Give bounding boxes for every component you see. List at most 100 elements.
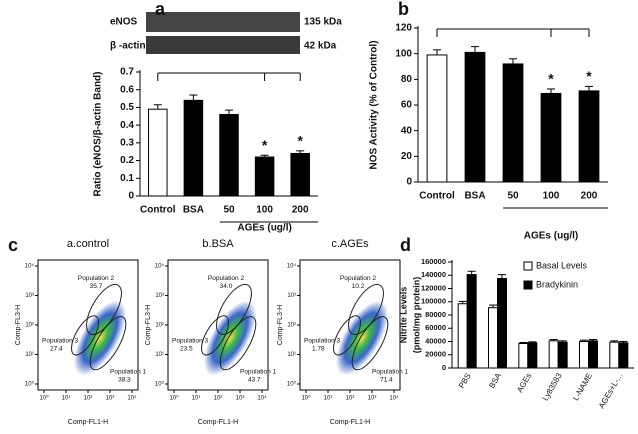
gate-percent: 38.3 (118, 377, 131, 384)
y-tick-label: 0.5 (120, 102, 134, 113)
x-tick-label: 200 (581, 191, 598, 202)
bar (219, 114, 239, 197)
gate-percent: 27.4 (50, 345, 63, 352)
x-tick-label: BSA (183, 205, 204, 216)
y-tick-label: 20000 (425, 350, 446, 359)
x-tick-label: 10⁴ (389, 395, 399, 402)
gate-name: Population 3 (304, 337, 341, 344)
gate (219, 316, 257, 371)
x-axis-label: Comp-FL1-H (198, 419, 238, 426)
bar (254, 156, 275, 197)
bar (579, 341, 589, 369)
bar (588, 340, 598, 369)
y-tick-label: 140000 (421, 270, 446, 279)
y-tick-label: 10¹ (155, 352, 164, 358)
plot-title: b.BSA (202, 238, 234, 250)
bar (609, 341, 620, 369)
y-tick-label: 60 (401, 100, 413, 111)
bar (618, 342, 629, 369)
x-tick-label: 10⁰ (169, 395, 179, 402)
y-tick-label: 10⁰ (287, 381, 297, 388)
y-tick-label: 10⁴ (287, 263, 297, 270)
blot-label: β -actin (110, 41, 146, 52)
y-axis-label: NOS Activity (% of Control) (369, 40, 380, 169)
y-axis-label: Nitrite Levels (398, 287, 408, 344)
y-tick-label: 0.7 (120, 67, 134, 78)
y-tick-label: 160000 (421, 257, 446, 266)
x-tick-label: 10¹ (62, 396, 71, 402)
gate-name: Population 2 (78, 275, 115, 282)
gate-name: Population 2 (340, 275, 377, 282)
x-tick-label: L-NAME (571, 372, 594, 403)
y-tick-label: 0 (406, 177, 412, 188)
panel-label: c (8, 235, 18, 255)
y-tick-label: 10³ (287, 293, 296, 299)
y-tick-label: 40 (401, 125, 413, 136)
x-axis-label: AGEs (ug/l) (524, 231, 578, 242)
legend-label: Bradykinin (536, 279, 578, 289)
y-tick-label: 120000 (421, 283, 446, 292)
x-tick-label: 100 (543, 191, 560, 202)
gate (348, 283, 384, 335)
x-tick-label: 10¹ (192, 396, 201, 402)
x-tick-label: 10² (346, 396, 355, 402)
gate-percent: 34.0 (220, 283, 233, 290)
significance-mark: * (262, 137, 268, 153)
gate-percent: 10.2 (352, 283, 365, 290)
x-tick-label: Control (419, 191, 455, 202)
y-tick-label: 0 (128, 191, 134, 202)
y-tick-label: 10⁴ (155, 263, 165, 270)
y-tick-label: 60000 (425, 323, 446, 332)
gate-name: Population 1 (372, 369, 409, 376)
x-tick-label: 10² (214, 396, 223, 402)
y-tick-label: 10⁴ (25, 263, 35, 270)
y-tick-label: 0.4 (120, 120, 134, 131)
x-tick-label: 10³ (106, 396, 115, 402)
y-axis-label: Comp-FL3-H (145, 305, 152, 345)
gate-name: Population 3 (172, 337, 209, 344)
x-tick-label: AGEs (515, 372, 533, 395)
blot-band (146, 36, 300, 54)
bar (502, 63, 524, 183)
bar (527, 342, 538, 369)
y-tick-label: 10³ (155, 293, 164, 299)
density-cloud (335, 300, 389, 376)
gate-name: Population 1 (110, 369, 147, 376)
density-cloud (73, 300, 127, 376)
bar (464, 51, 486, 183)
y-tick-label: 10³ (25, 293, 34, 299)
x-tick-label: 10² (84, 396, 93, 402)
bar (548, 340, 559, 369)
y-tick-label: 0.6 (120, 84, 134, 95)
x-tick-label: 10⁰ (39, 395, 49, 402)
y-tick-label: 80 (401, 74, 413, 85)
gate-name: Population 3 (42, 337, 79, 344)
y-tick-label: 80000 (425, 310, 446, 319)
y-tick-label: 10⁰ (155, 381, 165, 388)
x-tick-label: 200 (292, 205, 309, 216)
gate-percent: 71.4 (380, 377, 393, 384)
x-tick-label: 10⁴ (257, 395, 267, 402)
gate (216, 283, 252, 335)
legend-label: Basal Levels (536, 260, 588, 270)
x-tick-label: BSA (464, 191, 485, 202)
gate (351, 316, 389, 371)
gate-percent: 43.7 (248, 377, 261, 384)
significance-mark: * (297, 133, 303, 149)
panel-label: d (400, 235, 411, 255)
y-tick-label: 10² (155, 323, 164, 329)
y-axis-label: Comp-FL3-H (277, 305, 284, 345)
x-tick-label: 10³ (368, 396, 377, 402)
y-tick-label: 10¹ (287, 352, 296, 358)
y-tick-label: 120 (395, 23, 412, 34)
x-axis-label: AGEs (ug/l) (237, 223, 291, 234)
y-tick-label: 20 (401, 151, 413, 162)
gate (333, 315, 361, 356)
bar (466, 274, 477, 369)
blot-size: 135 kDa (304, 17, 342, 28)
significance-mark: * (586, 68, 592, 84)
blot-size: 42 kDa (304, 41, 337, 52)
y-axis-label: Comp-FL3-H (15, 305, 22, 345)
bar (183, 99, 204, 197)
